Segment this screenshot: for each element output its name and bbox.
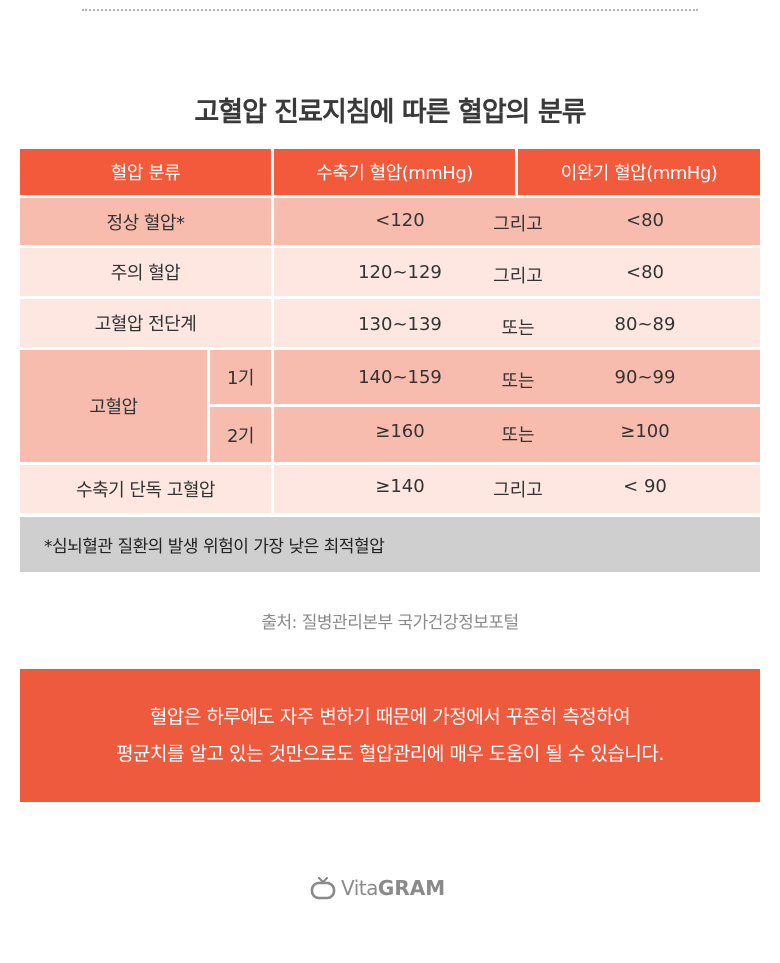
row-hypertension-stage2-diastolic: ≥100 [620, 421, 670, 442]
row-isolated-systolic-logic: 그리고 [493, 480, 543, 501]
row-isolated-systolic-category: 수축기 단독 고혈압 [20, 465, 271, 513]
row-caution-values [274, 248, 760, 296]
logo-text-bold: GRAM [377, 876, 446, 900]
row-hypertension-stage1-values [274, 350, 760, 404]
row-isolated-systolic-systolic: ≥140 [375, 476, 425, 497]
row-hypertension-stage2-logic: 또는 [501, 425, 535, 446]
row-hypertension-stage1-systolic: 140~159 [358, 367, 442, 388]
footnote-text: *심뇌혈관 질환의 발생 위험이 가장 낮은 최적혈압 [44, 537, 385, 557]
row-hypertension-stage1-diastolic: 90~99 [614, 367, 676, 388]
row-isolated-systolic-values [274, 465, 760, 513]
source-text: 출처: 질병관리본부 국가건강정보포털 [261, 613, 519, 633]
logo-text-light: Vita [341, 876, 378, 900]
row-prehypertension-category: 고혈압 전단계 [20, 299, 271, 347]
vitagram-logo: Vita GRAM [310, 875, 445, 901]
tv-icon [310, 876, 336, 900]
row-prehypertension-logic: 또는 [501, 318, 535, 339]
row-caution-diastolic: <80 [626, 262, 664, 283]
callout-line-2: 평균치를 알고 있는 것만으로도 혈압관리에 매우 도움이 될 수 있습니다. [116, 742, 664, 765]
header-category: 혈압 분류 [20, 149, 271, 195]
row-hypertension-stage2-values [274, 407, 760, 462]
row-hypertension-stage1-label: 1기 [210, 350, 271, 404]
row-normal-category: 정상 혈압* [20, 198, 271, 245]
info-callout: 혈압은 하루에도 자주 변하기 때문에 가정에서 꾸준히 측정하여 평균치를 알… [20, 669, 760, 802]
top-divider [82, 9, 698, 11]
row-prehypertension-diastolic: 80~89 [614, 314, 676, 335]
row-hypertension-category: 고혈압 [20, 350, 207, 462]
footnote-box: *심뇌혈관 질환의 발생 위험이 가장 낮은 최적혈압 [20, 517, 760, 572]
page-title: 고혈압 진료지침에 따른 혈압의 분류 [194, 97, 586, 128]
row-caution-logic: 그리고 [493, 266, 543, 287]
row-normal-systolic: <120 [375, 210, 425, 231]
row-caution-systolic: 120~129 [358, 262, 442, 283]
row-normal-values [274, 198, 760, 245]
header-systolic: 수축기 혈압(mmHg) [274, 149, 515, 195]
row-prehypertension-systolic: 130~139 [358, 314, 442, 335]
row-caution-category: 주의 혈압 [20, 248, 271, 296]
row-normal-diastolic: <80 [626, 210, 664, 231]
header-diastolic: 이완기 혈압(mmHg) [518, 149, 760, 195]
row-hypertension-stage1-logic: 또는 [501, 371, 535, 392]
row-hypertension-stage2-systolic: ≥160 [375, 421, 425, 442]
row-isolated-systolic-diastolic: < 90 [623, 476, 667, 497]
row-prehypertension-values [274, 299, 760, 347]
row-hypertension-stage2-label: 2기 [210, 407, 271, 462]
row-normal-logic: 그리고 [493, 214, 543, 235]
callout-line-1: 혈압은 하루에도 자주 변하기 때문에 가정에서 꾸준히 측정하여 [149, 705, 631, 728]
